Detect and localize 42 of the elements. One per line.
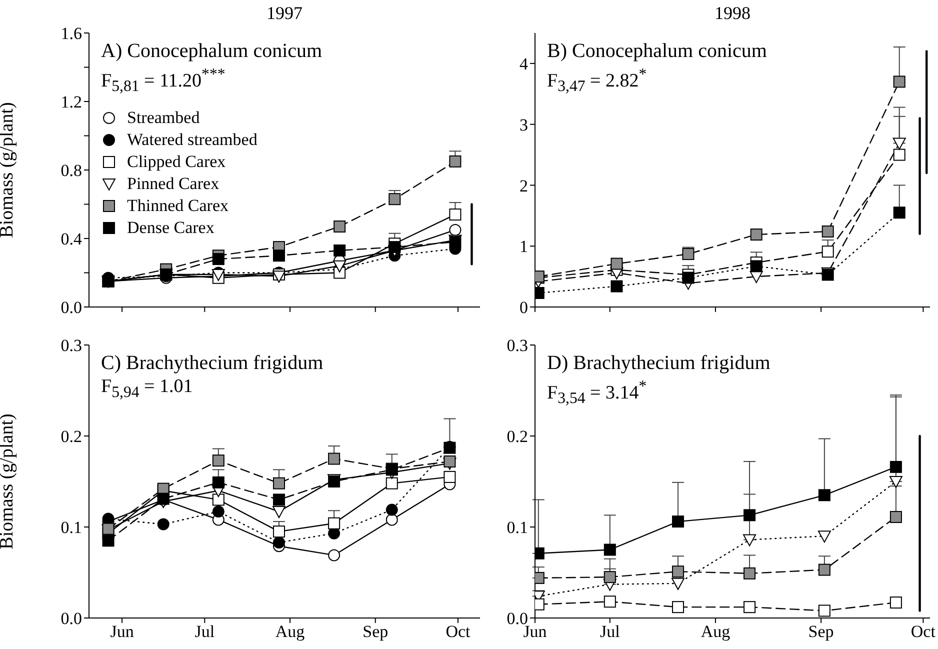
y-tick-label: 1.6 bbox=[60, 24, 82, 44]
x-tick-label: Oct bbox=[446, 622, 471, 642]
y-tick-label: 0.2 bbox=[60, 427, 82, 446]
chart-title: 1998 bbox=[714, 3, 752, 24]
legend-label: Streambed bbox=[127, 107, 200, 130]
legend-label: Thinned Carex bbox=[127, 195, 228, 218]
y-tick-label: 4 bbox=[520, 54, 528, 74]
x-tick-label: Aug bbox=[700, 622, 731, 642]
y-tick-label: 0.3 bbox=[60, 336, 82, 356]
x-tick-label: Sep bbox=[362, 622, 388, 642]
y-tick-label: 0.1 bbox=[506, 518, 528, 538]
y-tick-label: 2 bbox=[520, 176, 528, 196]
chart-subtitle: A) Conocephalum conicum bbox=[101, 39, 322, 63]
y-tick-label: 0.3 bbox=[506, 336, 528, 356]
x-tick-label: Jul bbox=[600, 622, 620, 642]
y-tick-label: 0.2 bbox=[506, 427, 528, 446]
y-tick-label: 1.2 bbox=[60, 92, 82, 112]
y-tick-label: 3 bbox=[520, 115, 528, 134]
annotation: F$_{3,54}$ = 3.14$^{*}$ bbox=[547, 377, 648, 410]
x-tick-label: Sep bbox=[808, 622, 834, 642]
y-tick-label: 0.0 bbox=[60, 298, 82, 318]
y-tick-label: 0.1 bbox=[60, 518, 82, 538]
annotation: F$_{5,94}$ = 1.01 bbox=[101, 375, 194, 403]
x-tick-label: Oct bbox=[910, 622, 936, 642]
chart-subtitle: C) Brachythecium frigidum bbox=[101, 351, 324, 375]
x-tick-label: Jun bbox=[110, 622, 134, 642]
y-tick-label: 1 bbox=[520, 237, 528, 256]
chart-subtitle: B) Conocephalum conicum bbox=[547, 39, 767, 63]
y-tick-label: 0 bbox=[520, 298, 528, 318]
legend-label: Watered streambed bbox=[127, 129, 258, 152]
chart-subtitle: D) Brachythecium frigidum bbox=[547, 351, 770, 375]
x-tick-label: Aug bbox=[275, 622, 306, 642]
legend-label: Clipped Carex bbox=[127, 151, 226, 174]
y-tick-label: 0.4 bbox=[60, 230, 82, 249]
x-tick-label: Jul bbox=[194, 622, 215, 642]
chart-title: 1997 bbox=[266, 3, 304, 24]
y-tick-label: 0.0 bbox=[60, 609, 82, 628]
legend-label: Dense Carex bbox=[127, 217, 214, 240]
legend-label: Pinned Carex bbox=[127, 173, 220, 196]
y-tick-label: 0.8 bbox=[60, 161, 82, 180]
annotation: F$_{3,47}$ = 2.82$^{*}$ bbox=[547, 65, 648, 98]
annotation: F$_{5,81}$ = 11.20$^{***}$ bbox=[101, 65, 226, 98]
